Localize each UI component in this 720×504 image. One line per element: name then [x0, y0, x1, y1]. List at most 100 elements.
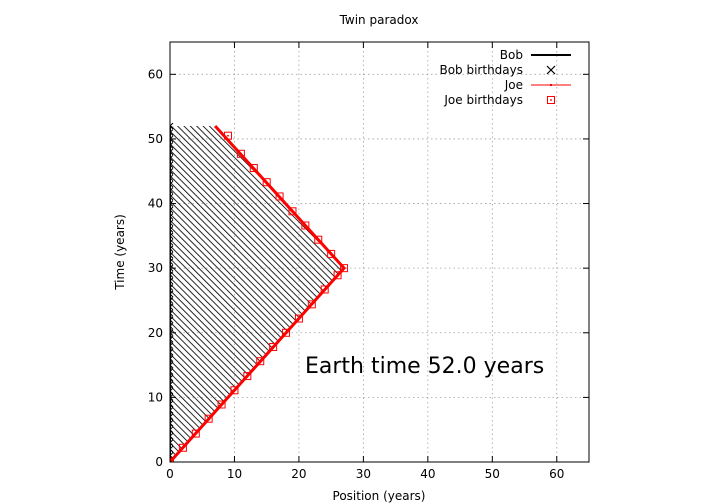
joe-birthday-marker — [204, 414, 213, 423]
legend-swatch — [531, 84, 571, 86]
legend-swatch — [547, 96, 555, 104]
joe-birthday-marker — [236, 149, 245, 158]
bob-birthday-marker — [170, 200, 174, 207]
x-tick-label: 20 — [291, 467, 306, 481]
y-tick-label: 60 — [148, 67, 163, 81]
bob-birthday-marker — [170, 400, 174, 408]
bob-birthday-marker — [170, 226, 174, 233]
joe-birthday-marker — [340, 264, 349, 273]
joe-birthday-marker — [307, 300, 316, 309]
bob-birthday-marker — [170, 445, 174, 453]
legend-label: Joe — [504, 78, 523, 92]
bob-birthday-marker — [170, 193, 174, 201]
bob-birthday-marker — [170, 142, 174, 149]
bob-birthday-marker — [170, 219, 174, 227]
bob-birthday-marker — [170, 413, 174, 421]
bob-birthday-marker — [170, 368, 174, 375]
joe-birthday-marker — [288, 207, 297, 216]
legend-entry: Bob birthdays — [439, 63, 556, 77]
bob-birthday-marker — [170, 174, 174, 182]
joe-birthday-marker — [269, 342, 278, 351]
y-tick-label: 30 — [148, 261, 163, 275]
series-group — [170, 122, 349, 462]
bob-birthday-marker — [170, 335, 174, 343]
joe-birthday-marker — [256, 357, 265, 366]
x-axis-label: Position (years) — [333, 489, 426, 503]
bob-birthday-marker — [170, 329, 174, 337]
joe-birthday-marker — [230, 386, 239, 395]
bob-birthday-marker — [170, 148, 174, 156]
bob-birthday-marker — [170, 180, 174, 188]
hatched-region — [170, 126, 345, 462]
bob-birthday-marker — [170, 271, 174, 278]
bob-birthday-marker — [170, 187, 174, 194]
x-tick-label: 40 — [420, 467, 435, 481]
bob-birthday-marker — [170, 419, 174, 427]
bob-birthday-marker — [170, 238, 174, 246]
plot-frame — [169, 41, 590, 463]
x-tick-label: 60 — [549, 467, 564, 481]
bob-birthday-marker — [170, 154, 174, 162]
joe-birthday-marker — [301, 221, 310, 230]
legend-entry: Joe — [504, 78, 571, 92]
bob-birthday-marker — [170, 394, 174, 401]
bob-birthday-marker — [170, 167, 174, 175]
y-axis-label: Time (years) — [113, 214, 127, 291]
bob-birthday-marker — [170, 342, 174, 350]
bob-birthday-marker — [170, 258, 174, 266]
bob-birthday-marker — [170, 245, 174, 253]
legend-label: Bob birthdays — [439, 63, 523, 77]
joe-birthday-marker — [320, 285, 329, 294]
joe-birthday-marker — [282, 328, 291, 337]
y-tick-label: 50 — [148, 132, 163, 146]
joe-birthday-marker — [249, 164, 258, 172]
bob-birthday-marker — [170, 277, 174, 285]
bob-birthday-marker — [170, 303, 174, 311]
joe-birthday-marker — [294, 314, 303, 323]
x-tick-label: 50 — [485, 467, 500, 481]
bob-birthday-marker — [170, 290, 174, 298]
legend-swatch — [546, 65, 556, 75]
joe-birthday-marker — [178, 443, 187, 452]
bob-birthday-marker — [170, 381, 174, 388]
chart-title: Twin paradox — [339, 13, 419, 27]
bob-birthday-marker — [170, 374, 174, 382]
bob-birthday-marker — [170, 348, 174, 356]
bob-birthday-marker — [170, 322, 174, 330]
bob-birthday-marker — [170, 361, 174, 369]
y-tick-label: 40 — [148, 197, 163, 211]
legend-entry: Joe birthdays — [443, 93, 555, 107]
bob-birthday-marker — [170, 355, 174, 362]
bob-birthday-marker — [170, 232, 174, 240]
bob-birthday-marker — [170, 310, 174, 317]
bob-birthday-marker — [170, 251, 174, 259]
bob-birthday-marker — [170, 387, 174, 395]
legend-label: Bob — [500, 48, 523, 62]
x-tick-label: 0 — [166, 467, 174, 481]
hatched-area — [170, 126, 345, 462]
bob-birthday-marker — [170, 161, 174, 169]
y-tick-label: 20 — [148, 326, 163, 340]
x-tick-label: 10 — [227, 467, 242, 481]
bob-birthday-marker — [170, 206, 174, 214]
joe-birthday-marker — [333, 271, 342, 280]
bob-birthday-marker — [170, 439, 174, 446]
bob-birthday-marker — [170, 264, 174, 272]
bob-birthday-marker — [170, 406, 174, 414]
bob-birthday-marker — [170, 426, 174, 434]
bob-birthday-marker — [170, 432, 174, 440]
bob-birthday-marker — [170, 297, 174, 304]
y-tick-label: 0 — [155, 455, 163, 469]
bob-birthday-marker — [170, 122, 174, 130]
bob-birthday-marker — [170, 213, 174, 220]
joe-birthday-marker — [275, 192, 284, 201]
joe-birthday-marker — [262, 178, 271, 187]
joe-birthday-marker — [327, 249, 336, 258]
legend-entry: Bob — [500, 48, 571, 62]
bob-birthday-marker — [170, 135, 174, 143]
bob-birthday-marker — [170, 316, 174, 324]
joe-birthday-marker — [243, 372, 252, 381]
ticks: 0 10 20 30 40 50 60 0 10 20 30 40 50 60 — [148, 42, 589, 481]
